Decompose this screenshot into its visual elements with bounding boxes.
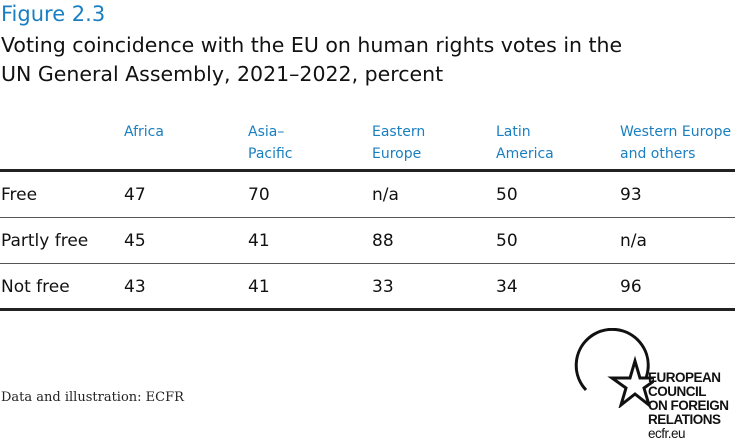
row-label: Partly free: [1, 231, 89, 251]
column-header-line: Asia–: [248, 124, 285, 140]
column-header-line: Africa: [124, 124, 164, 140]
table-cell: 96: [620, 277, 642, 297]
row-divider: [0, 217, 735, 218]
table-cell: 50: [496, 231, 518, 251]
table-cell: 47: [124, 185, 146, 205]
column-header-line: Western Europe: [620, 124, 732, 140]
column-header: Latin America: [496, 121, 554, 165]
table-cell: 88: [372, 231, 394, 251]
table-cell: n/a: [372, 185, 399, 205]
ecfr-logo-icon: [574, 328, 654, 408]
logo-text-3: ON FOREIGN: [648, 398, 729, 413]
column-header: Asia– Pacific: [248, 121, 293, 165]
column-header-line: Eastern: [372, 124, 426, 140]
table-cell: 33: [372, 277, 394, 297]
chart-title-line-1: Voting coincidence with the EU on human …: [1, 33, 623, 57]
table-top-rule: [0, 169, 735, 172]
logo-url: ecfr.eu: [648, 426, 686, 441]
table-cell: 45: [124, 231, 146, 251]
figure-label: Figure 2.3: [1, 2, 106, 26]
row-divider: [0, 263, 735, 264]
chart-title-line-2: UN General Assembly, 2021–2022, percent: [1, 62, 444, 86]
row-label: Free: [1, 185, 38, 205]
column-header: Western Europe and others: [620, 121, 731, 165]
source-note: Data and illustration: ECFR: [1, 390, 184, 405]
column-header: Africa: [124, 121, 164, 165]
table-cell: n/a: [620, 231, 647, 251]
table-cell: 41: [248, 277, 270, 297]
column-header-line: America: [496, 146, 554, 162]
table-cell: 93: [620, 185, 642, 205]
table-cell: 70: [248, 185, 270, 205]
logo-text-2: COUNCIL: [648, 384, 707, 399]
column-header: Eastern Europe: [372, 121, 425, 165]
table-bottom-rule: [0, 308, 735, 311]
column-header-line: Latin: [496, 124, 531, 140]
table-cell: 34: [496, 277, 518, 297]
logo-text-1: EUROPEAN: [648, 370, 721, 385]
table-cell: 50: [496, 185, 518, 205]
table-cell: 41: [248, 231, 270, 251]
column-header-line: [124, 143, 164, 165]
table-cell: 43: [124, 277, 146, 297]
column-header-line: Pacific: [248, 146, 293, 162]
logo-text-4: RELATIONS: [648, 412, 721, 427]
column-header-line: and others: [620, 146, 696, 162]
row-label: Not free: [1, 277, 70, 297]
column-header-line: Europe: [372, 146, 422, 162]
